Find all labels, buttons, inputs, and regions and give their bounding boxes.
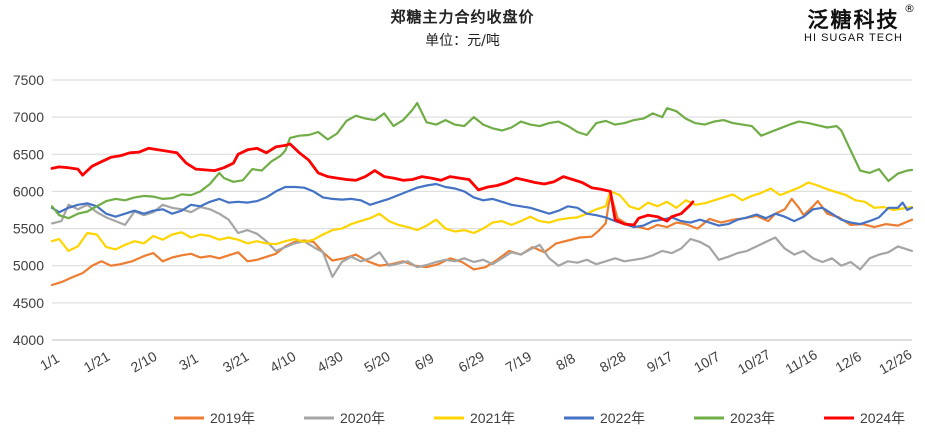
legend-label: 2021年 — [470, 410, 515, 426]
series-lines — [50, 101, 914, 287]
x-tick-label: 6/9 — [412, 350, 437, 374]
series-line-2019年 — [50, 191, 914, 287]
x-tick-label: 12/26 — [876, 346, 915, 377]
x-tick-label: 3/21 — [220, 348, 252, 376]
chart-subtitle: 单位：元/吨 — [425, 33, 500, 49]
x-tick-label: 4/30 — [314, 348, 346, 376]
x-tick-label: 8/28 — [597, 348, 629, 376]
series-line-2022年 — [50, 182, 914, 229]
legend-item: 2019年 — [174, 410, 255, 426]
x-tick-label: 10/27 — [735, 346, 774, 377]
legend-label: 2022年 — [600, 410, 645, 426]
y-tick-label: 4000 — [13, 332, 44, 348]
legend: 2019年 2020年 2021年 2022年 2023年 2024年 — [174, 410, 905, 426]
legend-item: 2024年 — [824, 410, 905, 426]
logo-english-text: HI SUGAR TECH — [804, 32, 903, 44]
chart-title: 郑糖主力合约收盘价 — [390, 8, 535, 26]
x-tick-label: 5/20 — [361, 348, 393, 376]
legend-item: 2020年 — [304, 410, 385, 426]
x-tick-label: 1/1 — [37, 350, 62, 374]
y-tick-label: 5000 — [13, 258, 44, 274]
registered-mark: ® — [904, 2, 915, 15]
series-line-2020年 — [50, 203, 914, 278]
y-tick-label: 7500 — [13, 72, 44, 88]
y-tick-label: 6500 — [13, 146, 44, 162]
x-tick-label: 2/10 — [128, 348, 160, 376]
x-tick-label: 6/29 — [455, 348, 487, 376]
x-tick-label: 7/19 — [503, 348, 535, 376]
y-tick-label: 7000 — [13, 109, 44, 125]
x-tick-label: 3/1 — [176, 350, 201, 374]
x-tick-label: 4/10 — [267, 348, 299, 376]
legend-item: 2023年 — [694, 410, 775, 426]
y-tick-label: 4500 — [13, 295, 44, 311]
x-tick-label: 11/16 — [782, 346, 820, 377]
x-tick-label: 9/17 — [644, 348, 676, 376]
y-tick-label: 6000 — [13, 183, 44, 199]
legend-label: 2023年 — [730, 410, 775, 426]
y-axis: 4000 4500 5000 5500 6000 6500 7000 7500 — [13, 72, 44, 348]
legend-item: 2021年 — [434, 410, 515, 426]
brand-logo: 泛糖科技 HI SUGAR TECH ® — [804, 2, 915, 44]
series-line-2021年 — [50, 181, 914, 252]
x-tick-label: 1/21 — [81, 348, 113, 376]
legend-label: 2024年 — [860, 410, 905, 426]
series-line-2023年 — [50, 101, 914, 220]
logo-chinese-text: 泛糖科技 — [807, 8, 900, 32]
x-axis: 1/1 1/21 2/10 3/1 3/21 4/10 4/30 5/20 6/9 6/29 7/1… — [37, 339, 915, 377]
legend-label: 2020年 — [340, 410, 385, 426]
series-line-2024年 — [50, 142, 695, 227]
x-tick-label: 8/8 — [553, 350, 578, 374]
legend-label: 2019年 — [210, 410, 255, 426]
x-tick-label: 12/6 — [832, 348, 864, 376]
y-tick-label: 5500 — [13, 221, 44, 237]
x-tick-label: 10/7 — [691, 348, 723, 376]
legend-item: 2022年 — [564, 410, 645, 426]
